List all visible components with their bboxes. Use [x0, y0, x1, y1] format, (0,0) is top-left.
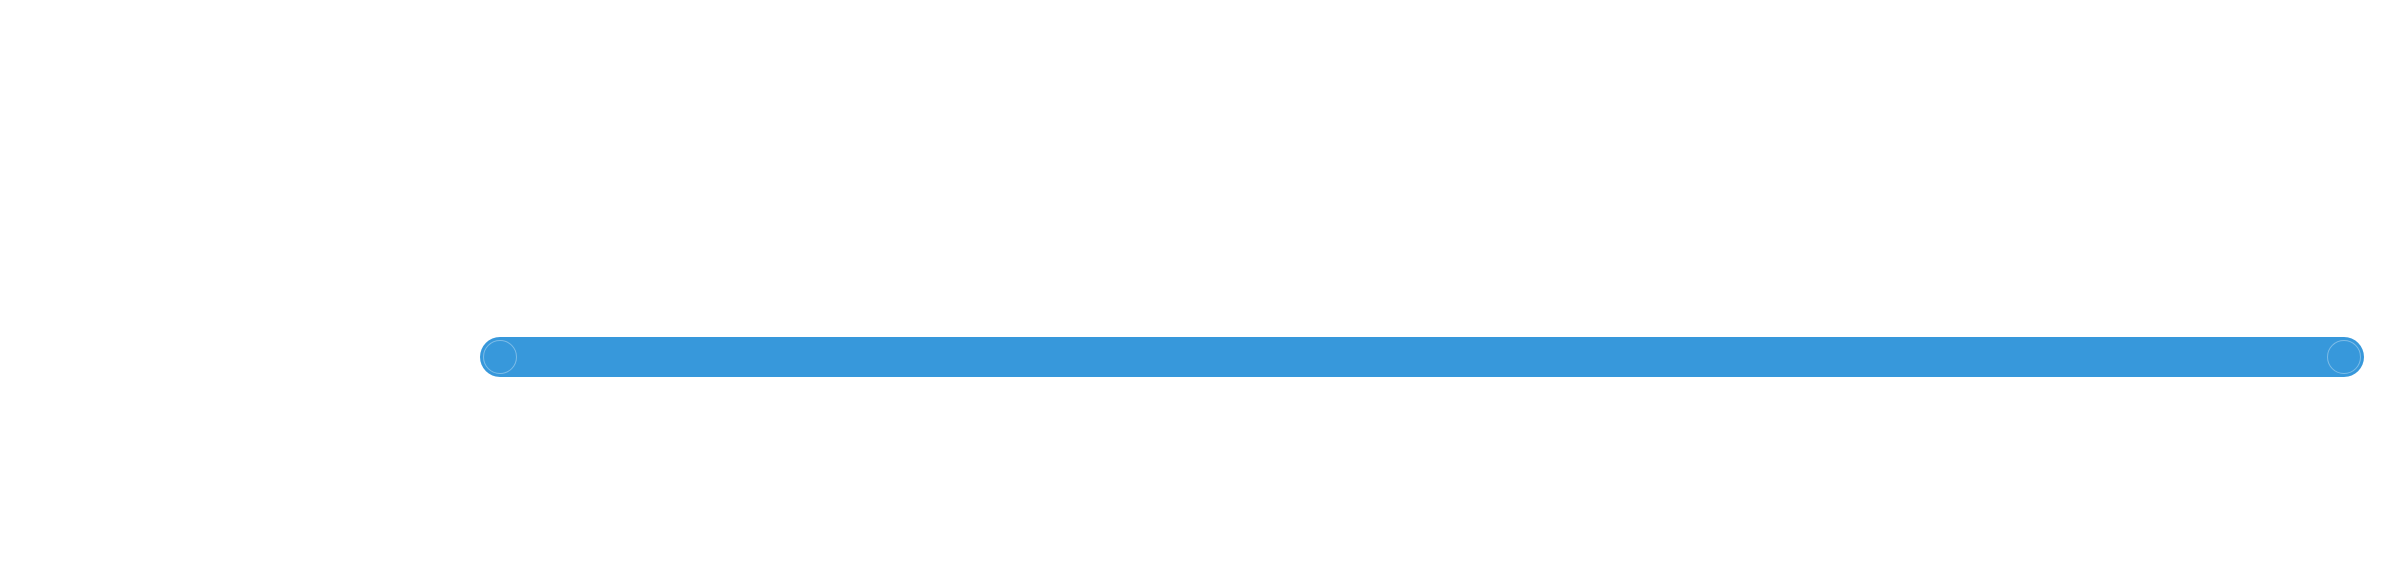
phylostratum-bar	[480, 337, 2364, 377]
